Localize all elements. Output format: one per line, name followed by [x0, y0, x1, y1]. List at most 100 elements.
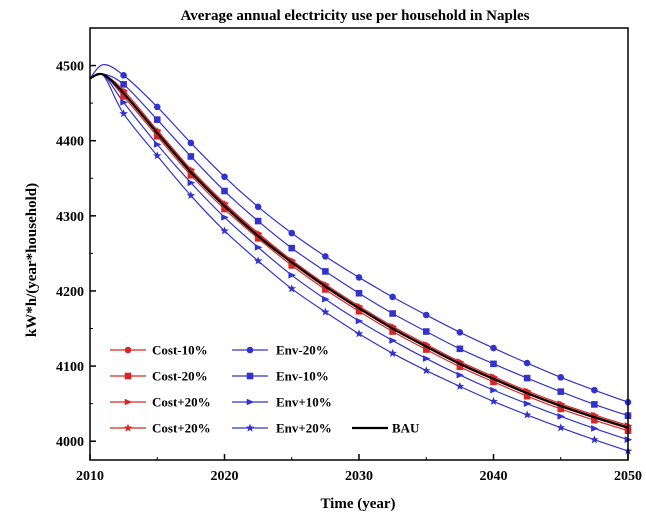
data-point	[355, 289, 363, 297]
data-point	[187, 179, 196, 187]
data-point	[254, 203, 262, 211]
data-point	[389, 293, 396, 301]
data-point	[557, 388, 565, 395]
data-point	[490, 386, 498, 394]
data-point	[153, 103, 161, 111]
data-point	[322, 268, 329, 275]
data-point	[288, 244, 296, 252]
data-point	[120, 99, 128, 106]
series-env-20-	[89, 64, 632, 406]
legend-label: Cost+20%	[152, 395, 211, 410]
data-point	[120, 93, 127, 100]
legend-marker	[246, 398, 255, 406]
data-point	[152, 127, 162, 136]
legend-label: BAU	[392, 421, 420, 436]
data-point	[422, 355, 431, 362]
y-tick-label: 4000	[56, 435, 84, 450]
series-line	[89, 73, 629, 441]
data-point	[321, 307, 330, 316]
data-point	[456, 363, 464, 371]
data-point	[591, 386, 598, 394]
data-point	[456, 345, 464, 353]
data-point	[354, 329, 364, 338]
legend-marker	[246, 346, 254, 354]
legend-marker	[123, 423, 133, 432]
data-point	[455, 381, 465, 391]
data-point	[556, 423, 566, 432]
x-tick-label: 2010	[76, 469, 104, 484]
data-point	[253, 230, 263, 239]
data-point	[153, 141, 162, 148]
series-env-20-	[89, 72, 633, 455]
x-tick-label: 2020	[211, 469, 239, 484]
legend-marker	[246, 372, 254, 380]
data-point	[355, 307, 363, 315]
y-tick-label: 4100	[56, 360, 84, 375]
legend-label: Env+10%	[276, 395, 332, 410]
x-axis-label: Time (year)	[320, 496, 395, 512]
data-point	[220, 200, 229, 209]
y-tick-label: 4300	[56, 210, 84, 225]
data-point	[186, 166, 196, 175]
data-point	[489, 396, 498, 406]
data-point	[389, 310, 396, 317]
legend-item: Env+10%	[232, 395, 332, 410]
data-point	[254, 235, 262, 242]
data-point	[523, 400, 532, 407]
legend-marker	[124, 398, 133, 406]
data-point	[355, 274, 363, 281]
data-point	[322, 253, 329, 260]
data-point	[523, 374, 531, 382]
data-point	[557, 374, 565, 381]
x-tick-label: 2030	[345, 469, 373, 484]
series-env-10-	[89, 73, 633, 444]
data-point	[221, 205, 228, 213]
data-point	[220, 226, 229, 235]
legend-label: Env+20%	[276, 421, 332, 436]
data-point	[322, 295, 330, 303]
legend-label: Env-20%	[276, 343, 329, 358]
data-point	[421, 366, 431, 375]
data-point	[153, 116, 161, 123]
legend-item: Cost+20%	[110, 421, 211, 436]
data-point	[389, 328, 396, 335]
series-env-10-	[89, 73, 632, 419]
legend-marker	[124, 346, 132, 354]
legend-item: Env-10%	[232, 369, 329, 384]
data-point	[456, 328, 464, 336]
y-tick-label: 4500	[56, 60, 84, 75]
y-axis-label: kW*h/(year*household)	[24, 183, 40, 337]
plot-area	[89, 64, 633, 455]
series-line	[89, 72, 629, 429]
data-point	[490, 344, 497, 352]
series-line	[89, 73, 629, 417]
data-point	[591, 401, 598, 408]
data-point	[187, 139, 195, 147]
data-point	[254, 217, 262, 225]
x-tick-label: 2040	[480, 469, 508, 484]
legend-item: Cost-10%	[110, 343, 208, 358]
legend-item: BAU	[352, 421, 420, 436]
y-tick-label: 4400	[56, 135, 84, 150]
data-point	[522, 410, 532, 419]
data-point	[120, 81, 127, 88]
series-line	[89, 72, 629, 452]
data-point	[591, 425, 599, 432]
data-point	[490, 360, 497, 368]
data-point	[288, 262, 296, 269]
data-point	[523, 392, 531, 400]
data-point	[355, 317, 364, 325]
data-point	[187, 153, 195, 160]
data-point	[590, 411, 599, 421]
legend-label: Cost+20%	[152, 421, 211, 436]
legend-item: Cost+20%	[110, 395, 211, 410]
chart-title: Average annual electricity use per house…	[180, 8, 529, 24]
data-point	[152, 151, 162, 160]
axes: 2010 2020 2030 2040 2050 4000 4100 4200 4300 4400…	[56, 27, 642, 484]
data-point	[490, 378, 497, 386]
y-tick-label: 4200	[56, 285, 84, 300]
data-point	[556, 400, 566, 409]
data-point	[120, 72, 127, 79]
data-point	[119, 109, 128, 118]
